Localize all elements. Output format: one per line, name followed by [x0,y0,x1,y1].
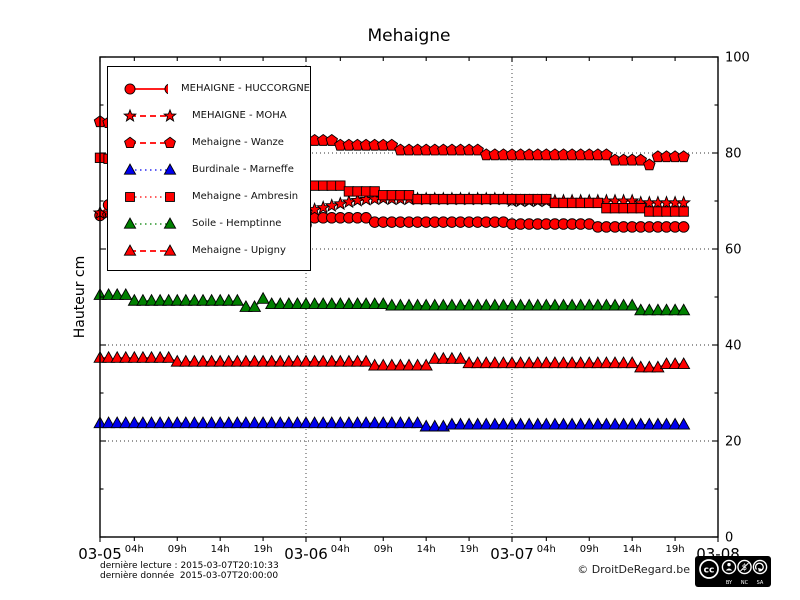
svg-text:$: $ [742,563,747,573]
legend-label: MEHAIGNE - MOHA [192,110,287,121]
svg-text:cc: cc [704,566,715,576]
legend-label: Burdinale - Marneffe [192,164,294,175]
x-hour-label: 09h [580,544,599,555]
x-hour-label: 09h [374,544,393,555]
legend-marker-sample [123,216,177,229]
x-hour-label: 14h [417,544,436,555]
legend-item-mehaigne-ambresin: Mehaigne - Ambresin [108,183,310,210]
legend-marker-sample [123,243,177,256]
legend-marker-sample [124,136,176,148]
series-soile-hemptinne [93,287,691,316]
x-day-label: 03-07 [490,545,534,563]
last-data-text: dernière donnée 2015-03-07T20:00:00 [100,571,279,581]
legend-marker-sample [123,108,177,122]
legend-item-soile-hemptinne: Soile - Hemptinne [108,210,310,237]
legend-item-mehaigne-upigny: Mehaigne - Upigny [108,237,310,264]
x-hour-label: 14h [623,544,642,555]
x-hour-label: 04h [331,544,350,555]
chart-title: Mehaigne [367,26,451,46]
legend-label: Mehaigne - Upigny [192,245,286,256]
x-hour-label: 04h [125,544,144,555]
svg-text:NC: NC [741,580,749,586]
legend-item-mehaigne-moha: MEHAIGNE - MOHA [108,102,310,129]
legend-label: Mehaigne - Ambresin [192,191,299,202]
x-hour-label: 09h [168,544,187,555]
legend-item-mehaigne-wanze: Mehaigne - Wanze [108,129,310,156]
axis-ticks [99,56,719,542]
x-day-label: 03-06 [284,545,328,563]
svg-text:SA: SA [757,580,764,586]
legend-marker-sample [125,191,175,202]
legend-label: Mehaigne - Wanze [192,137,284,148]
legend-marker-sample [124,83,169,94]
x-hour-label: 14h [211,544,230,555]
x-hour-label: 19h [460,544,479,555]
svg-text:BY: BY [726,580,733,586]
y-tick-label: 60 [725,243,742,258]
legend-marker-sample [123,162,177,175]
x-hour-label: 04h [537,544,556,555]
y-tick-label: 40 [725,339,742,354]
y-tick-label: 0 [725,531,733,546]
x-hour-label: 19h [666,544,685,555]
series-burdinale-marneffe [93,416,691,432]
legend-label: Soile - Hemptinne [192,218,282,229]
cc-license-badge: cc BY NC SA $ [695,556,771,587]
y-tick-label: 80 [725,147,742,162]
x-day-label: 03-05 [78,545,122,563]
y-axis-label: Hauteur cm [72,255,88,339]
legend-item-burdinale-marneffe: Burdinale - Marneffe [108,156,310,183]
legend: MEHAIGNE - HUCCORGNE MEHAIGNE - MOHA Mehai… [107,66,311,271]
copyright-text: © DroitDeRegard.be [577,563,690,576]
x-hour-label: 19h [254,544,273,555]
legend-label: MEHAIGNE - HUCCORGNE [181,83,310,94]
legend-item-mehaigne-huccorgne: MEHAIGNE - HUCCORGNE [108,75,310,102]
series-mehaigne-upigny [93,350,691,373]
y-tick-label: 100 [725,51,750,66]
y-tick-label: 20 [725,435,742,450]
last-reading-text: dernière lecture : 2015-03-07T20:10:33 [100,561,279,571]
